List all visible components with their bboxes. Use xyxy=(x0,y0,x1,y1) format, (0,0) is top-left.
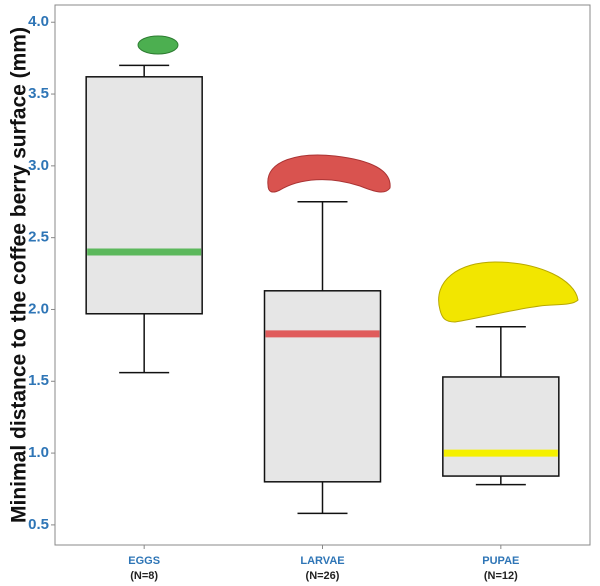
box xyxy=(263,290,382,483)
n-label: (N=26) xyxy=(306,570,340,582)
n-label: (N=12) xyxy=(484,570,518,582)
x-tick-label: LARVAE xyxy=(300,555,344,567)
y-axis-title: Minimal distance to the coffee berry sur… xyxy=(8,27,31,523)
y-tick-label: 3.5 xyxy=(28,85,49,102)
box xyxy=(442,376,560,477)
y-tick-label: 2.5 xyxy=(28,229,49,246)
y-tick-label: 3.0 xyxy=(28,157,49,174)
y-tick-label: 2.0 xyxy=(28,300,49,317)
n-label: (N=8) xyxy=(130,570,158,582)
y-tick-label: 0.5 xyxy=(28,516,49,533)
x-tick-label: EGGS xyxy=(128,555,160,567)
y-tick-label: 1.0 xyxy=(28,444,49,461)
y-tick-label: 1.5 xyxy=(28,372,49,389)
y-tick-label: 4.0 xyxy=(28,13,49,30)
pupa-icon xyxy=(438,261,579,323)
x-tick-label: PUPAE xyxy=(482,555,519,567)
larva-icon xyxy=(267,154,391,193)
egg-icon xyxy=(137,35,179,55)
box xyxy=(85,76,203,315)
